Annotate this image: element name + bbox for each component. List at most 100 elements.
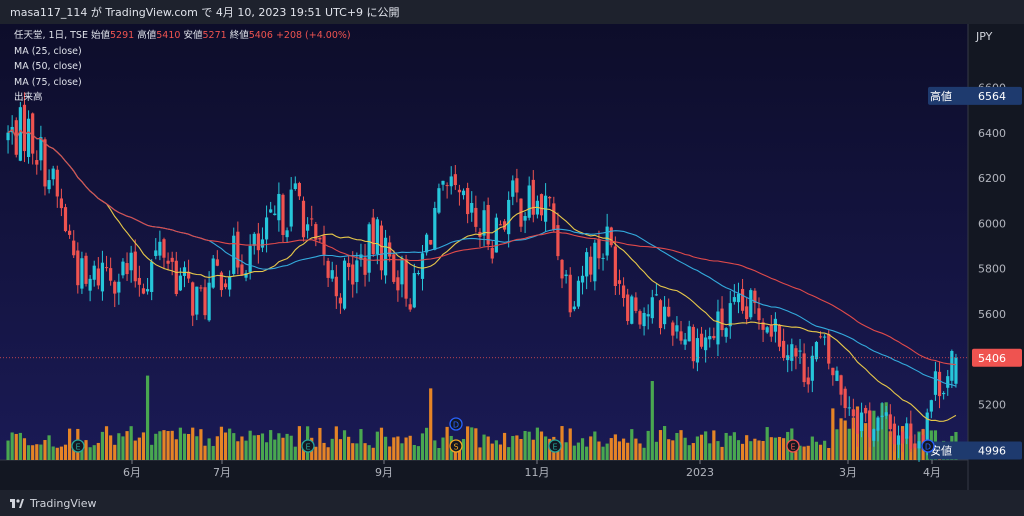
event-marker-e[interactable] xyxy=(301,439,315,453)
volume-bar xyxy=(117,433,121,460)
candle-body xyxy=(277,193,281,221)
event-marker-e[interactable] xyxy=(548,439,562,453)
ma50-legend-row[interactable]: MA (50, close) xyxy=(14,61,82,72)
volume-bar xyxy=(88,447,92,460)
candle-body xyxy=(576,280,581,307)
candle-body xyxy=(326,260,330,278)
volume-bar xyxy=(474,428,478,460)
volume-bar xyxy=(601,446,605,460)
volume-bar xyxy=(59,446,63,460)
volume-bar xyxy=(252,435,256,460)
candle-body xyxy=(59,198,63,209)
candle-body xyxy=(203,287,207,316)
candle-body xyxy=(26,118,31,157)
candle-body xyxy=(137,277,141,285)
candle-body xyxy=(211,258,215,288)
candle-body xyxy=(901,431,905,444)
volume-bar xyxy=(244,440,248,460)
open-value: 5291 xyxy=(110,30,135,41)
event-markers[interactable]: E E S E E D D xyxy=(71,417,935,453)
volume-bar xyxy=(371,447,375,460)
candle-body xyxy=(630,296,634,324)
event-marker-e[interactable] xyxy=(71,439,85,453)
candle-body xyxy=(223,283,228,288)
volume-bar xyxy=(236,441,240,460)
y-tick-label: 6400 xyxy=(978,127,1006,140)
candle-body xyxy=(367,224,371,273)
publish-info-bar: masa117_114 が TradingView.com で 4月 10, 2… xyxy=(0,0,1024,24)
time-axis[interactable]: 6月 7月 9月 11月 2023 3月 4月 xyxy=(123,460,941,479)
ma25-legend-row[interactable]: MA (25, close) xyxy=(14,45,82,57)
candle-body xyxy=(679,331,683,341)
x-tick-label: 4月 xyxy=(923,466,941,479)
candle-body xyxy=(864,407,868,414)
volume-bar xyxy=(133,440,137,460)
brand-name[interactable]: TradingView xyxy=(30,496,97,510)
volume-bar xyxy=(466,426,470,460)
volume-bar xyxy=(35,444,39,460)
candle-body xyxy=(133,251,137,282)
volume-bar xyxy=(55,447,59,460)
event-marker-d[interactable] xyxy=(449,417,463,431)
candle-body xyxy=(141,288,146,294)
volume-bar xyxy=(835,429,839,460)
volume-bar xyxy=(383,436,388,460)
ma75-legend-row[interactable]: MA (75, close) xyxy=(14,76,82,88)
candle-body xyxy=(539,194,544,216)
candle-body xyxy=(740,288,745,311)
candle-body xyxy=(121,261,125,276)
event-marker-s[interactable] xyxy=(449,439,463,453)
candle-body xyxy=(281,194,285,235)
volume-bar xyxy=(297,426,301,460)
candle-body xyxy=(704,337,708,351)
candle-body xyxy=(109,268,113,281)
x-tick-label: 9月 xyxy=(375,466,393,479)
candle-body xyxy=(745,306,749,320)
volume-bar xyxy=(679,430,683,460)
volume-bar xyxy=(412,445,416,460)
volume-bar xyxy=(708,443,712,460)
volume-bar xyxy=(511,436,515,460)
volume-bar xyxy=(745,435,749,460)
volume-bar xyxy=(712,430,716,460)
volume-bar xyxy=(26,445,31,460)
volume-bar xyxy=(277,433,281,460)
candle-body xyxy=(293,183,297,190)
volume-bar xyxy=(576,442,581,460)
x-tick-label: 11月 xyxy=(525,466,550,479)
volume-legend-row[interactable]: 出来高 xyxy=(14,92,43,103)
volume-bar xyxy=(535,427,539,460)
close-label: 終値 xyxy=(229,30,249,41)
candle-body xyxy=(437,188,441,213)
volume-bar xyxy=(137,437,141,460)
volume-bar xyxy=(72,443,76,460)
volume-bar xyxy=(375,431,379,460)
volume-bar xyxy=(519,438,523,460)
candle-body xyxy=(416,273,420,275)
event-marker-d[interactable] xyxy=(921,439,935,453)
candle-body xyxy=(252,233,256,246)
candle-body xyxy=(240,264,244,276)
volume-bar xyxy=(482,434,486,460)
volume-bar xyxy=(211,445,215,460)
volume-bar xyxy=(388,446,392,460)
candle-body xyxy=(408,304,412,310)
ma75-line xyxy=(7,128,956,366)
candle-body xyxy=(351,264,355,285)
event-marker-e[interactable] xyxy=(786,439,800,453)
candle-body xyxy=(724,328,728,337)
candle-body xyxy=(892,423,896,445)
candle-body xyxy=(314,224,318,240)
volume-bar xyxy=(396,436,400,460)
volume-bar xyxy=(753,438,757,460)
candle-body xyxy=(182,267,187,276)
candle-body xyxy=(835,370,839,381)
price-chart[interactable]: JPY500052005400560058006000620064006600 … xyxy=(0,24,1024,490)
candle-body xyxy=(523,215,527,221)
volume-bar xyxy=(441,437,445,460)
candle-body xyxy=(921,434,925,441)
volume-bar xyxy=(560,426,564,460)
price-tags: 5406 高値 6564 安値 4996 xyxy=(0,86,1022,460)
publish-info-text: masa117_114 が TradingView.com で 4月 10, 2… xyxy=(10,6,400,19)
candle-body xyxy=(909,423,913,449)
